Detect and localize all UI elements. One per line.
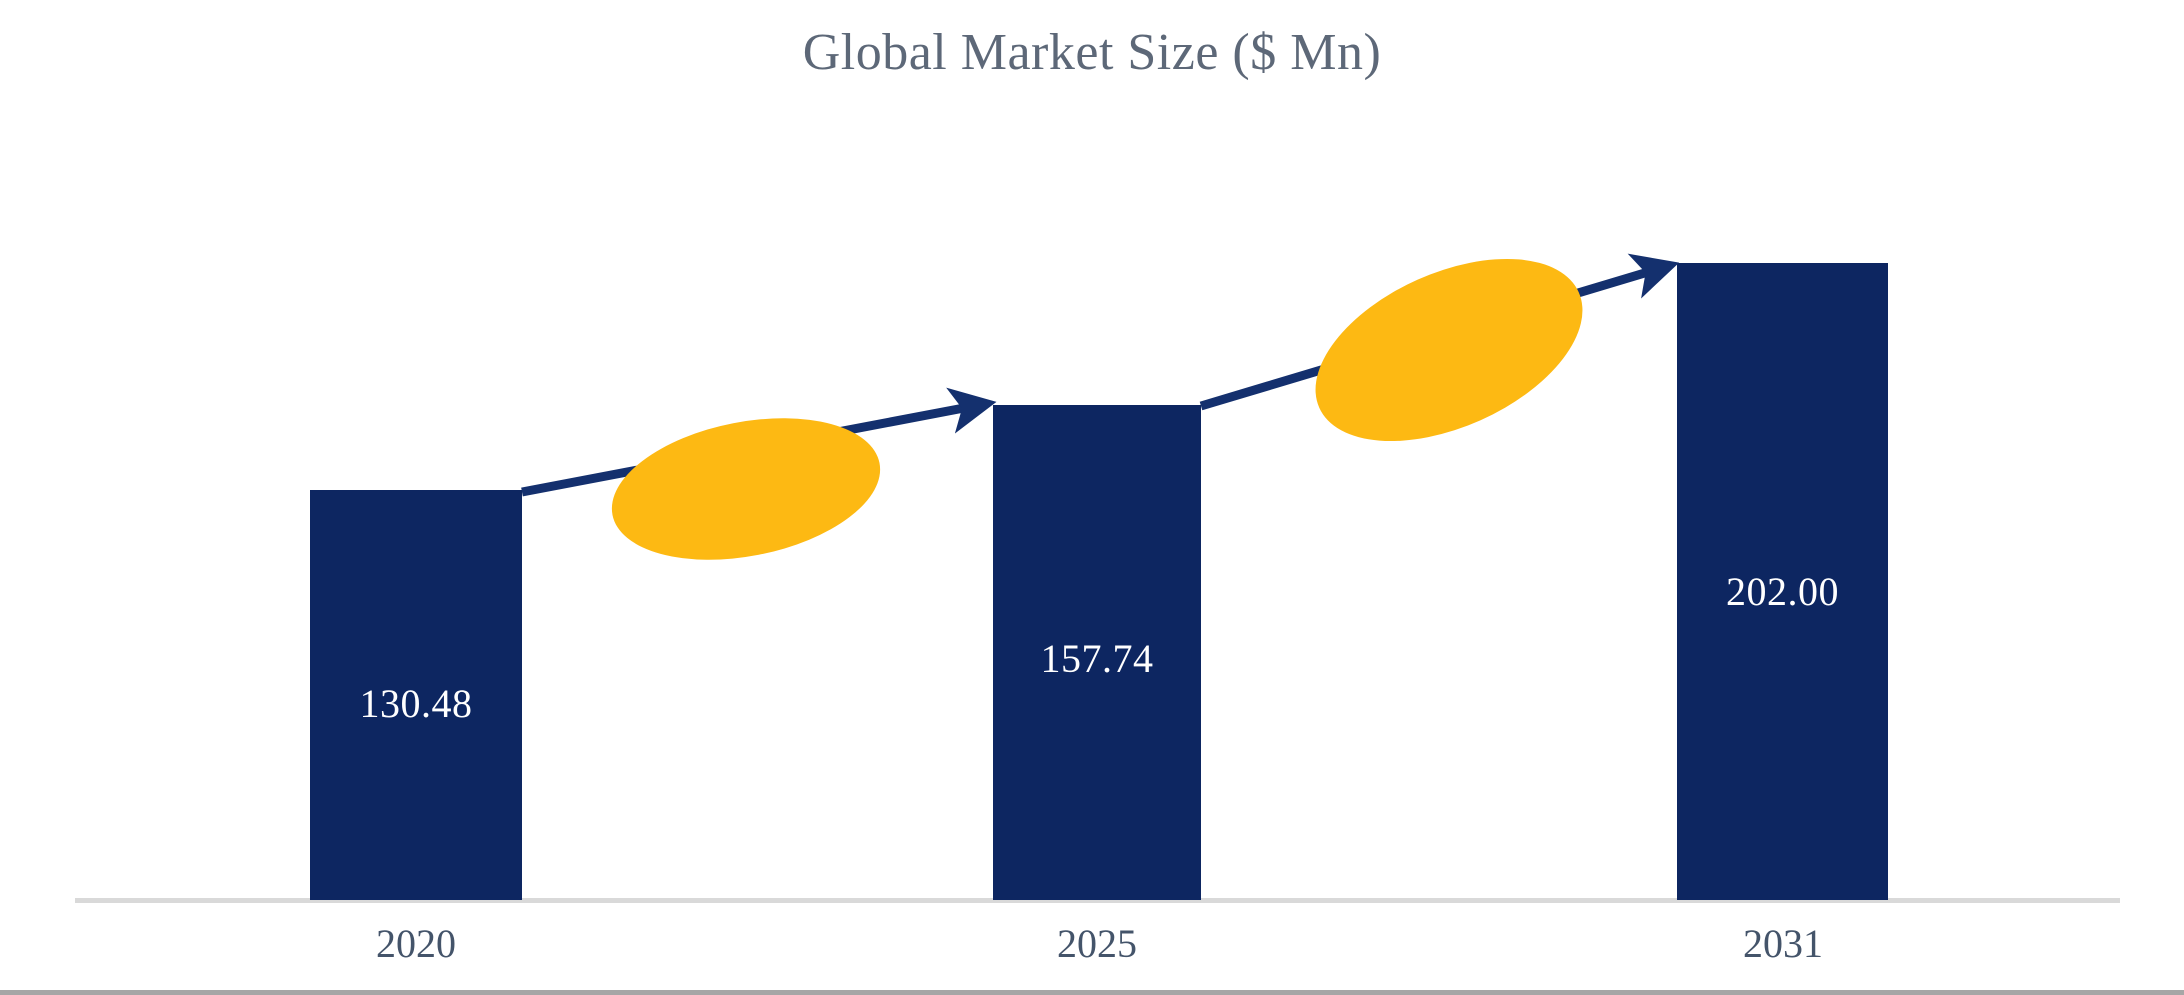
bar-2031[interactable]: 202.00 — [1677, 263, 1888, 900]
bar-value-label-2025: 157.74 — [1040, 636, 1154, 681]
bar-value-label-2031: 202.00 — [1726, 569, 1839, 614]
accent-ellipse-2 — [1315, 258, 1583, 442]
bar-2025[interactable]: 157.74 — [993, 405, 1201, 900]
growth-arrow-2020-2025 — [521, 387, 997, 497]
bar-value-label-2020: 130.48 — [359, 681, 473, 726]
accent-ellipse-1 — [611, 418, 881, 560]
category-label-2020: 2020 — [376, 921, 456, 966]
category-label-2025: 2025 — [1057, 921, 1137, 966]
chart-title: Global Market Size ($ Mn) — [802, 24, 1382, 81]
category-label-2031: 2031 — [1743, 921, 1823, 966]
bar-2020[interactable]: 130.48 — [310, 490, 522, 900]
growth-arrow-2025-2031 — [1199, 253, 1680, 411]
x-axis-line — [75, 898, 2120, 903]
